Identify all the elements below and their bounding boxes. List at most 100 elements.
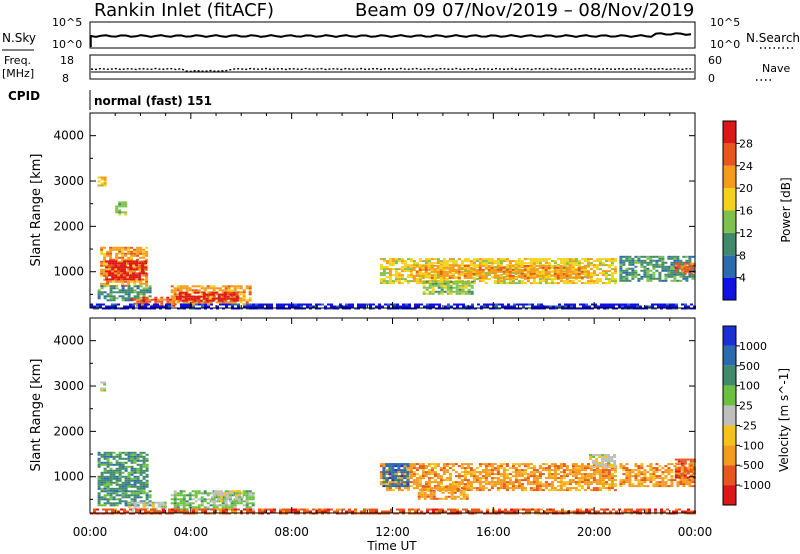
velocity-colorbar-tick-label: -25 [739, 419, 757, 432]
velocity-ytick-label: 3000 [53, 379, 84, 393]
power-region [97, 285, 152, 302]
power-colorbar-tick-label: 28 [739, 137, 753, 150]
velocity-colorbar-tick-label: -100 [739, 439, 764, 452]
velocity-colorbar: 1000 500 100 25 -25 -100 -500 -1000 [722, 325, 771, 506]
power-region [422, 280, 474, 295]
velocity-ytick-label: 2000 [53, 424, 84, 438]
power-colorbar-tick-label: 8 [739, 249, 746, 262]
velocity-ylabel: Slant Range [km] [29, 359, 44, 472]
power-colorbar-tick-label: 16 [739, 205, 753, 218]
velocity-panel: 1000 2000 3000 4000 Slant Range [km] 1000 50… [29, 317, 791, 515]
freq-trace [90, 67, 691, 73]
power-colorbar-tick-label: 24 [739, 160, 753, 173]
power-ytick-label: 4000 [53, 129, 84, 143]
velocity-colorbar-swatch [723, 485, 736, 505]
velocity-data [90, 381, 696, 515]
power-colorbar: 4 8 12 16 20 24 28 [722, 120, 753, 301]
power-ytick-label: 1000 [53, 265, 84, 279]
velocity-colorbar-swatch [723, 326, 736, 346]
nsky-label: N.Sky [2, 31, 36, 45]
velocity-y-ticks: 1000 2000 3000 4000 [53, 334, 695, 500]
velocity-region [674, 458, 696, 479]
nsky-trace [90, 32, 692, 38]
x-tick-labels: 00:00 04:00 08:00 12:00 16:00 20:00 00:00 [73, 525, 713, 539]
x-tick-label: 20:00 [577, 525, 612, 539]
freq-label-1: Freq. [4, 54, 31, 67]
nsky-panel: N.Sky 10^5 10^0 10^5 10^0 N.Search [2, 16, 800, 51]
power-colorbar-swatch [723, 165, 736, 189]
velocity-colorbar-tick-label: 500 [739, 360, 760, 373]
power-region [412, 264, 590, 279]
velocity-colorbar-swatch [723, 405, 736, 426]
velocity-colorbar-swatch [723, 425, 736, 446]
x-tick-label: 00:00 [678, 525, 713, 539]
velocity-colorbar-tick-label: -1000 [739, 479, 771, 492]
velocity-ytick-label: 4000 [53, 334, 84, 348]
velocity-colorbar-tick-label: 25 [739, 400, 753, 413]
freq-panel: Freq. [MHz] 18 8 60 0 Nave [2, 54, 790, 85]
power-data [90, 176, 696, 310]
nsky-tick-bottom: 10^0 [52, 38, 82, 51]
beam-label: Beam 09 [355, 0, 436, 21]
nsearch-label: N.Search [746, 31, 800, 45]
velocity-region [100, 381, 107, 392]
x-tick-label: 00:00 [73, 525, 108, 539]
power-colorbar-swatch [723, 143, 736, 166]
velocity-colorbar-swatch [723, 385, 736, 406]
power-ytick-label: 3000 [53, 174, 84, 188]
power-region [105, 260, 148, 281]
power-colorbar-tick-label: 20 [739, 182, 753, 195]
nsky-tick-top: 10^5 [52, 16, 82, 29]
velocity-colorbar-tick-label: 1000 [739, 340, 767, 353]
x-tick-label: 04:00 [174, 525, 209, 539]
power-region [115, 201, 128, 216]
x-tick-label: 16:00 [476, 525, 511, 539]
velocity-ytick-label: 1000 [53, 470, 84, 484]
power-colorbar-tick-label: 12 [739, 227, 753, 240]
velocity-region [382, 463, 410, 488]
nave-tick-bottom: 0 [708, 72, 715, 85]
power-colorbar-swatch [723, 255, 736, 278]
freq-label-2: [MHz] [2, 67, 34, 80]
date-range: 07/Nov/2019 – 08/Nov/2019 [442, 0, 694, 21]
nave-label: Nave [762, 62, 790, 75]
cpid-panel: CPID normal (fast) 151 [8, 89, 212, 110]
nave-tick-top: 60 [708, 54, 722, 67]
nsearch-tick-top: 10^5 [710, 16, 740, 29]
nsearch-tick-bottom: 10^0 [710, 38, 740, 51]
power-panel: 1000 2000 3000 4000 Slant Range [km] 4 8 12 16… [29, 112, 793, 310]
velocity-colorbar-swatch [723, 445, 736, 466]
velocity-region [97, 451, 149, 492]
velocity-colorbar-tick-label: -500 [739, 459, 764, 472]
station-title: Rankin Inlet (fitACF) [94, 0, 274, 21]
power-colorbar-swatch [723, 188, 736, 211]
velocity-x-ticks [89, 318, 696, 513]
velocity-region [211, 490, 244, 503]
power-colorbar-swatch [723, 277, 736, 300]
power-ytick-label: 2000 [53, 219, 84, 233]
power-x-ticks [89, 113, 696, 308]
power-colorbar-tick-label: 4 [739, 272, 746, 285]
cpid-label: CPID [8, 89, 40, 103]
velocity-region [589, 454, 617, 468]
power-ylabel: Slant Range [km] [29, 154, 44, 267]
power-colorbar-label: Power [dB] [779, 177, 793, 242]
power-y-ticks: 1000 2000 3000 4000 [53, 129, 695, 295]
power-colorbar-swatch [723, 210, 736, 233]
power-region [175, 291, 239, 302]
velocity-colorbar-tick-label: 100 [739, 380, 760, 393]
velocity-colorbar-swatch [723, 465, 736, 486]
cpid-value: normal (fast) 151 [94, 94, 212, 108]
x-tick-label: 08:00 [274, 525, 309, 539]
x-tick-label: 12:00 [375, 525, 410, 539]
freq-tick-top: 18 [60, 54, 74, 67]
x-axis-label: Time UT [366, 539, 417, 553]
power-colorbar-swatch [723, 232, 736, 256]
velocity-colorbar-label: Velocity [m s^-1] [777, 368, 791, 472]
velocity-region [417, 485, 469, 500]
power-colorbar-swatch [723, 121, 736, 144]
power-region [97, 176, 107, 187]
freq-tick-bottom: 8 [62, 72, 69, 85]
velocity-colorbar-swatch [723, 365, 736, 386]
